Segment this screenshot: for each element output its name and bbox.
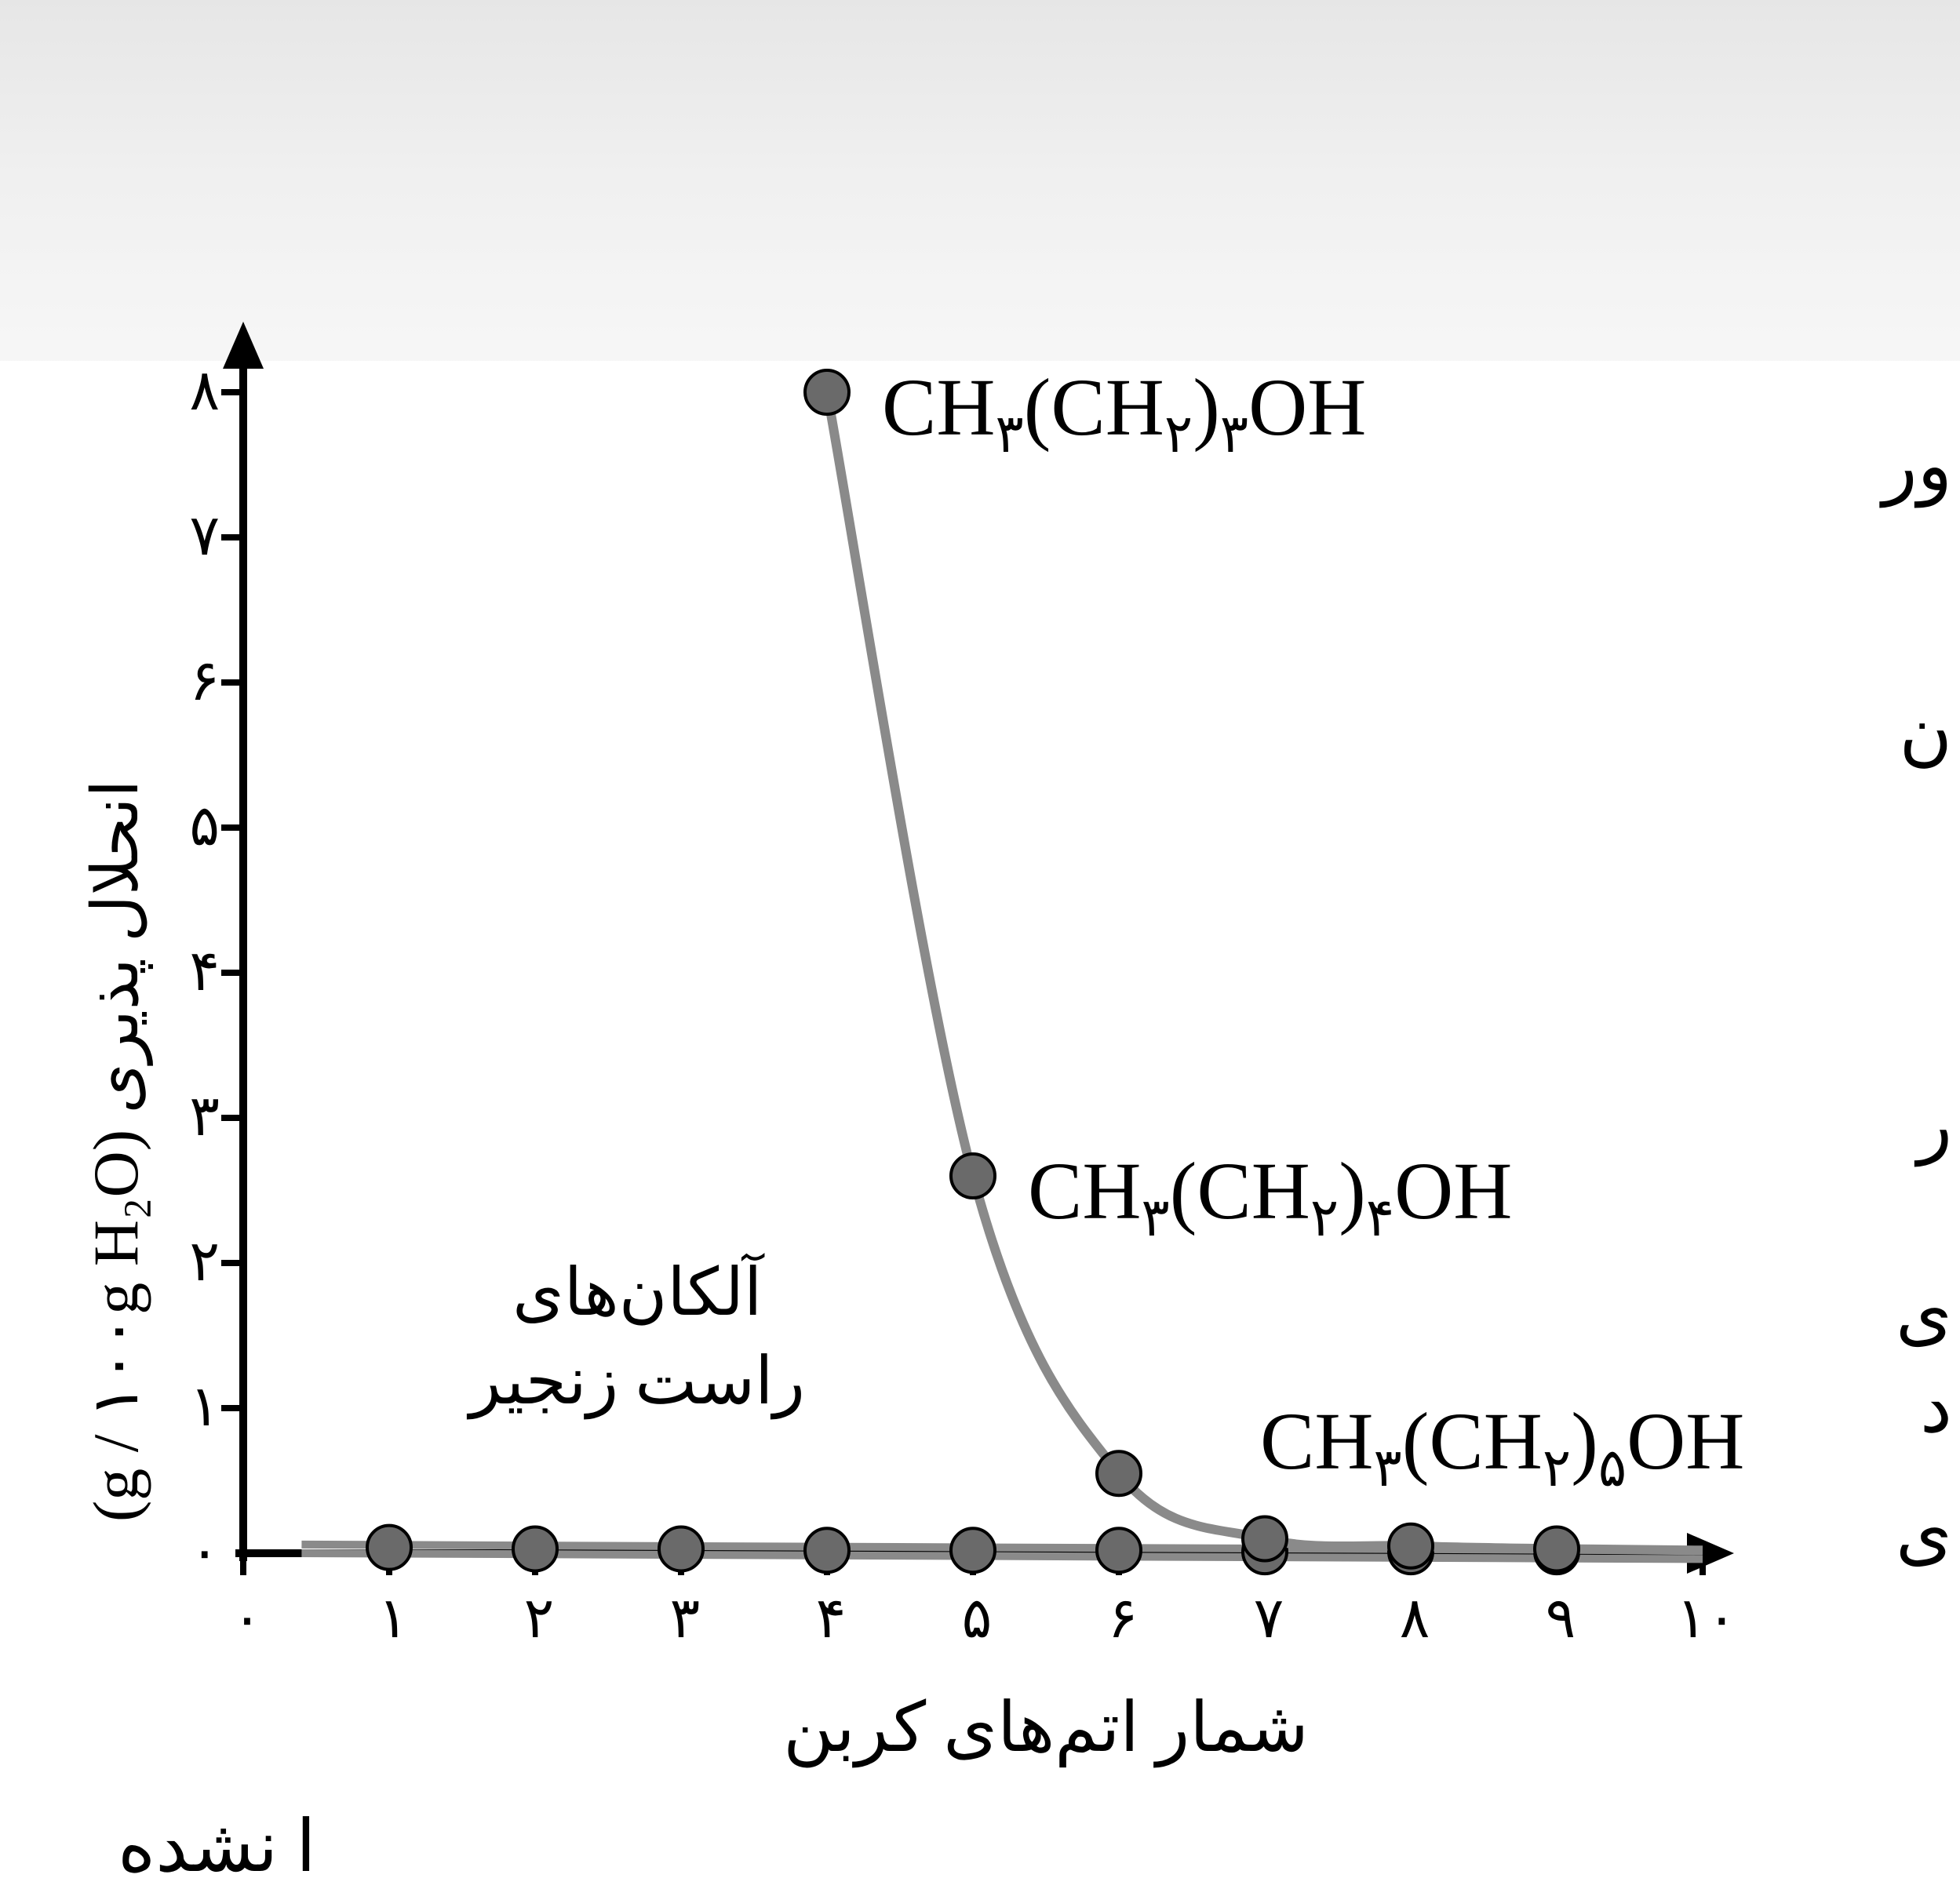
y-tick-label: ۸ bbox=[149, 357, 220, 424]
x-tick-label: ۰ bbox=[212, 1585, 282, 1651]
formula-annotation-c4: CH۳(CH۲)۳OH bbox=[882, 361, 1366, 454]
formula-annotation-c6: CH۳(CH۲)۵OH bbox=[1260, 1395, 1744, 1488]
edge-text-fragment: ور bbox=[1882, 424, 1952, 508]
y-tick-label: ۳ bbox=[149, 1083, 220, 1149]
y-tick-label: ۰ bbox=[149, 1518, 220, 1585]
edge-text-fragment: ن bbox=[1899, 690, 1952, 774]
x-tick-label: ۶ bbox=[1087, 1585, 1158, 1651]
x-tick-label: ۱ bbox=[358, 1585, 428, 1651]
series-alcohols bbox=[805, 370, 1703, 1571]
alkanes-label-line: راست زنجیر bbox=[418, 1338, 856, 1426]
edge-text-fragment: ی bbox=[1896, 1490, 1952, 1574]
y-tick-label: ۴ bbox=[149, 937, 220, 1004]
edge-text-fragment: ر bbox=[1918, 1083, 1952, 1167]
edge-text-fragment: د bbox=[1920, 1365, 1952, 1449]
page-root: ۰ ۱ ۲ ۳ ۴ ۵ ۶ ۷ ۸ ۹ ۱۰ ۰ ۱ ۲ ۳ ۴ ۵ ۶ ۷ ۸ شمار اتم‌های کربن… bbox=[0, 0, 1960, 1889]
x-tick-label: ۱۰ bbox=[1671, 1585, 1742, 1651]
x-tick-label: ۳ bbox=[650, 1585, 720, 1651]
y-axis-label: انحلال پذیری (g / ۱۰۰g H₂O) bbox=[78, 780, 153, 1522]
x-tick-label: ۸ bbox=[1379, 1585, 1450, 1651]
formula-annotation-c5: CH۳(CH۲)۴OH bbox=[1028, 1145, 1512, 1238]
x-tick-label: ۵ bbox=[942, 1585, 1012, 1651]
y-tick-label: ۵ bbox=[149, 792, 220, 859]
x-axis-label: شمار اتم‌های کربن bbox=[681, 1687, 1411, 1768]
y-tick-label: ۶ bbox=[149, 647, 220, 714]
y-tick-label: ۲ bbox=[149, 1228, 220, 1294]
x-tick-label: ۹ bbox=[1525, 1585, 1596, 1651]
y-tick-label: ۷ bbox=[149, 502, 220, 569]
edge-text-bottom: ا نشده bbox=[118, 1804, 316, 1888]
x-tick-label: ۴ bbox=[796, 1585, 866, 1651]
x-tick-label: ۷ bbox=[1233, 1585, 1304, 1651]
x-tick-label: ۲ bbox=[504, 1585, 574, 1651]
edge-text-fragment: ی bbox=[1896, 1271, 1952, 1355]
alkanes-label: آلکان‌هایراست زنجیر bbox=[418, 1249, 856, 1427]
alkanes-label-line: آلکان‌های bbox=[418, 1249, 856, 1338]
y-tick-label: ۱ bbox=[149, 1373, 220, 1439]
